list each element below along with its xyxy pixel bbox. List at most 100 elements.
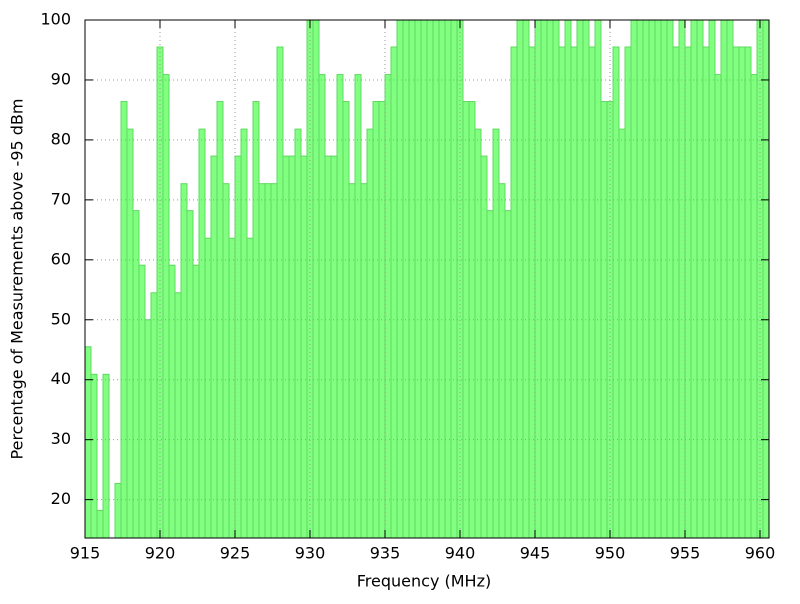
bar (648, 20, 656, 538)
bar (312, 20, 320, 538)
bar (678, 20, 686, 538)
bar (582, 20, 590, 538)
bar (726, 20, 734, 538)
bar (402, 20, 410, 538)
bar (690, 20, 698, 538)
bar (672, 46, 680, 538)
bar (330, 155, 338, 538)
bar (618, 128, 626, 538)
bar (450, 20, 458, 538)
bar (588, 46, 596, 538)
bar (366, 128, 374, 538)
bar (96, 509, 104, 538)
bar (234, 155, 242, 538)
bar (762, 20, 769, 538)
bar (702, 46, 710, 538)
x-tick-label: 940 (445, 544, 476, 563)
bar (90, 373, 98, 538)
bar (534, 20, 542, 538)
bar (390, 46, 398, 538)
bar (414, 20, 422, 538)
bar (204, 237, 212, 538)
y-axis-label: Percentage of Measurements above -95 dBm (8, 99, 27, 460)
x-tick-label: 960 (745, 544, 776, 563)
bar (294, 128, 302, 538)
bar (174, 292, 182, 538)
bar (636, 20, 644, 538)
bar (642, 20, 650, 538)
bar (336, 74, 344, 538)
x-tick-label: 945 (520, 544, 551, 563)
bar (288, 155, 296, 538)
bar (630, 20, 638, 538)
bar (408, 20, 416, 538)
bar (492, 128, 500, 538)
bar (150, 292, 158, 538)
bar (126, 128, 134, 538)
y-tick-label: 80 (51, 129, 71, 148)
bar (732, 46, 740, 538)
y-tick-label: 60 (51, 249, 71, 268)
bar (85, 346, 92, 538)
bar (420, 20, 428, 538)
bar (684, 46, 692, 538)
bar (162, 74, 170, 538)
bar (510, 46, 518, 538)
bar (654, 20, 662, 538)
x-tick-label: 955 (670, 544, 701, 563)
bar (210, 155, 218, 538)
bar (666, 20, 674, 538)
bar (444, 20, 452, 538)
bar (594, 20, 602, 538)
bar (246, 237, 254, 538)
bar (708, 20, 716, 538)
bar (360, 183, 368, 538)
bar (528, 46, 536, 538)
bar (282, 155, 290, 538)
y-tick-label: 100 (40, 10, 71, 29)
x-axis-label: Frequency (MHz) (357, 572, 491, 591)
bar (432, 20, 440, 538)
bar (438, 20, 446, 538)
bar (714, 74, 722, 538)
bar (138, 264, 146, 538)
bar (270, 183, 278, 538)
bar (612, 46, 620, 538)
bar (144, 319, 152, 538)
bar (540, 20, 548, 538)
bar (546, 20, 554, 538)
bar (696, 20, 704, 538)
bar (570, 46, 578, 538)
y-tick-label: 90 (51, 69, 71, 88)
bar (480, 155, 488, 538)
bar (192, 264, 200, 538)
bar (222, 183, 230, 538)
bar (324, 155, 332, 538)
x-tick-label: 920 (145, 544, 176, 563)
bar (558, 46, 566, 538)
bar (750, 74, 758, 538)
bar (744, 46, 752, 538)
bar (180, 183, 188, 538)
bar (306, 20, 314, 538)
bar (264, 183, 272, 538)
bars (85, 20, 769, 538)
plot-frame (84, 19, 770, 539)
bar (516, 20, 524, 538)
bar (756, 20, 764, 538)
bar (522, 20, 530, 538)
bar (168, 264, 176, 538)
x-tick-label: 925 (220, 544, 251, 563)
bar (276, 46, 284, 538)
bar (318, 74, 326, 538)
y-tick-label: 30 (51, 429, 71, 448)
bar (474, 128, 482, 538)
y-tick-label: 50 (51, 309, 71, 328)
bar (102, 373, 110, 538)
x-tick-label: 930 (295, 544, 326, 563)
bar (354, 74, 362, 538)
bar (348, 183, 356, 538)
bar (114, 482, 122, 538)
x-tick-label: 950 (595, 544, 626, 563)
